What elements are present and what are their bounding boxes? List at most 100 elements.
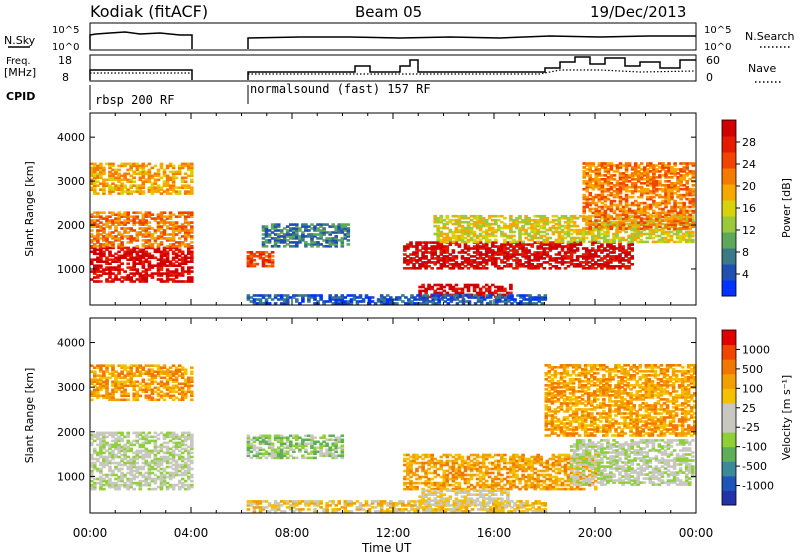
heatmap-cell [111, 164, 115, 168]
heatmap-cell [439, 238, 444, 242]
heatmap-cell [111, 268, 115, 271]
heatmap-cell [105, 390, 109, 394]
heatmap-cell [519, 294, 523, 297]
heatmap-cell [521, 240, 525, 244]
heatmap-cell [646, 170, 650, 173]
heatmap-cell [132, 477, 136, 481]
heatmap-cell [102, 374, 106, 377]
heatmap-cell [442, 259, 447, 262]
heatmap-cell [144, 239, 149, 242]
heatmap-cell [509, 218, 513, 222]
heatmap-cell [484, 289, 489, 293]
heatmap-cell [126, 180, 130, 183]
heatmap-cell [159, 370, 164, 373]
heatmap-cell [597, 178, 602, 181]
heatmap-cell [554, 243, 559, 246]
heatmap-cell [487, 224, 492, 228]
heatmap-cell [282, 298, 287, 301]
heatmap-cell [153, 479, 158, 483]
heatmap-cell [685, 223, 689, 227]
heatmap-cell [673, 174, 677, 177]
heatmap-cell [93, 215, 97, 218]
heatmap-cell [600, 201, 605, 205]
heatmap-cell [138, 388, 143, 392]
heatmap-cell [117, 264, 121, 267]
heatmap-cell [120, 457, 124, 461]
heatmap-cell [524, 228, 528, 232]
heatmap-cell [621, 172, 626, 175]
heatmap-cell [536, 214, 540, 218]
heatmap-cell [621, 263, 625, 266]
heatmap-cell [346, 302, 351, 305]
heatmap-cell [600, 189, 605, 193]
heatmap-cell [654, 228, 659, 232]
heatmap-cell [177, 453, 182, 457]
heatmap-cell [190, 266, 194, 269]
heatmap-cell [346, 231, 351, 234]
heatmap-cell [585, 219, 589, 223]
heatmap-cell [343, 300, 348, 303]
heatmap-cell [156, 475, 161, 479]
heatmap-cell [123, 162, 127, 166]
heatmap-cell [187, 168, 191, 172]
heatmap-cell [141, 172, 146, 176]
heatmap-cell [168, 475, 173, 479]
heatmap-cell [159, 280, 164, 283]
heatmap-cell [688, 189, 692, 193]
heatmap-cell [190, 231, 194, 234]
heatmap-cell [162, 262, 167, 265]
heatmap-cell [469, 261, 474, 264]
heatmap-cell [676, 180, 680, 183]
heatmap-cell [105, 479, 109, 483]
heatmap-cell [111, 231, 115, 234]
heatmap-cell [177, 437, 182, 441]
heatmap-cell [612, 220, 616, 224]
heatmap-cell [180, 258, 185, 261]
heatmap-cell [395, 298, 399, 301]
heatmap-cell [174, 473, 179, 477]
heatmap-cell [667, 162, 671, 165]
heatmap-cell [542, 251, 547, 254]
heatmap-cell [563, 232, 568, 236]
heatmap-cell [162, 370, 167, 373]
heatmap-cell [111, 172, 115, 176]
heatmap-cell [156, 268, 161, 271]
heatmap-cell [667, 223, 671, 227]
heatmap-cell [138, 211, 143, 214]
heatmap-cell [153, 461, 158, 465]
heatmap-cell [627, 243, 631, 246]
heatmap-cell [575, 255, 580, 258]
heatmap-cell [325, 300, 329, 303]
heatmap-cell [691, 201, 696, 205]
heatmap-cell [171, 441, 176, 445]
heatmap-cell [99, 252, 103, 256]
heatmap-cell [111, 370, 115, 373]
heatmap-cell [105, 366, 109, 369]
heatmap-cell [111, 469, 115, 473]
heatmap-cell [575, 259, 580, 262]
heatmap-cell [120, 398, 124, 402]
heatmap-cell [655, 203, 659, 207]
heatmap-cell [630, 184, 635, 187]
heatmap-cell [509, 224, 513, 228]
heatmap-cell [603, 203, 608, 207]
heatmap-cell [515, 226, 519, 230]
heatmap-cell [319, 294, 323, 297]
heatmap-cell [282, 245, 287, 248]
heatmap-cell [105, 272, 109, 275]
heatmap-cell [679, 213, 683, 217]
heatmap-cell [171, 252, 176, 256]
heatmap-cell [138, 166, 143, 170]
heatmap-cell [292, 245, 296, 248]
heatmap-cell [123, 246, 127, 250]
heatmap-cell [187, 272, 191, 275]
heatmap-cell [93, 252, 97, 256]
heatmap-cell [174, 459, 179, 463]
heatmap-cell [132, 469, 136, 473]
heatmap-cell [99, 386, 103, 390]
heatmap-cell [500, 232, 504, 236]
heatmap-cell [159, 473, 164, 477]
heatmap-cell [141, 262, 146, 265]
heatmap-cell [96, 166, 100, 170]
heatmap-cell [168, 471, 173, 475]
